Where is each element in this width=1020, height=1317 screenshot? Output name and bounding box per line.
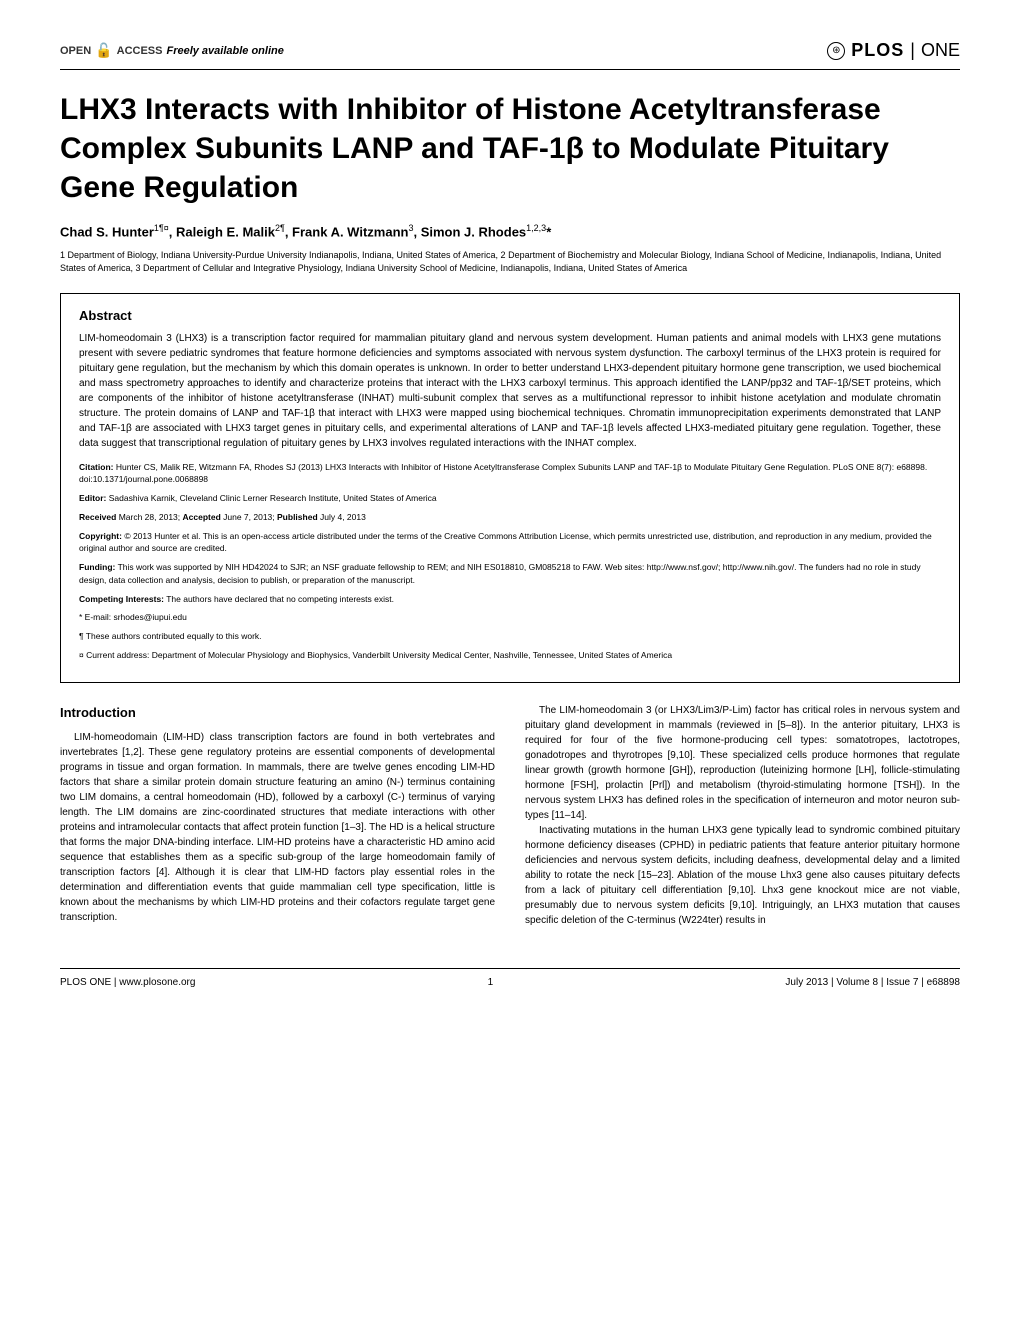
article-title: LHX3 Interacts with Inhibitor of Histone… bbox=[60, 90, 960, 207]
journal-logo: ⊛ PLOS | ONE bbox=[827, 40, 960, 61]
citation-text: Hunter CS, Malik RE, Witzmann FA, Rhodes… bbox=[79, 462, 927, 485]
received-label: Received bbox=[79, 512, 116, 522]
copyright-label: Copyright: bbox=[79, 531, 122, 541]
right-column: The LIM-homeodomain 3 (or LHX3/Lim3/P-Li… bbox=[525, 703, 960, 928]
accepted-label: Accepted bbox=[183, 512, 221, 522]
funding-text: This work was supported by NIH HD42024 t… bbox=[79, 562, 921, 585]
plos-text: PLOS bbox=[851, 40, 904, 61]
abstract-text: LIM-homeodomain 3 (LHX3) is a transcript… bbox=[79, 331, 941, 451]
abstract-box: Abstract LIM-homeodomain 3 (LHX3) is a t… bbox=[60, 293, 960, 683]
page-header: OPEN 🔓 ACCESS Freely available online ⊛ … bbox=[60, 40, 960, 70]
divider: | bbox=[910, 40, 915, 61]
editor-label: Editor: bbox=[79, 493, 106, 503]
footer-right: July 2013 | Volume 8 | Issue 7 | e68898 bbox=[785, 977, 960, 988]
abstract-heading: Abstract bbox=[79, 308, 941, 323]
footer-left: PLOS ONE | www.plosone.org bbox=[60, 977, 195, 988]
footer-page-number: 1 bbox=[488, 977, 494, 988]
left-column: Introduction LIM-homeodomain (LIM-HD) cl… bbox=[60, 703, 495, 928]
editor-text: Sadashiva Karnik, Cleveland Clinic Lerne… bbox=[106, 493, 436, 503]
accepted-text: June 7, 2013; bbox=[221, 512, 277, 522]
citation-line: Citation: Hunter CS, Malik RE, Witzmann … bbox=[79, 461, 941, 487]
equal-contrib-line: ¶ These authors contributed equally to t… bbox=[79, 630, 941, 643]
email-line: * E-mail: srhodes@iupui.edu bbox=[79, 611, 941, 624]
dates-line: Received March 28, 2013; Accepted June 7… bbox=[79, 511, 941, 524]
current-address-line: ¤ Current address: Department of Molecul… bbox=[79, 649, 941, 662]
freely-available-label: Freely available online bbox=[166, 45, 283, 57]
open-access-badge: OPEN 🔓 ACCESS Freely available online bbox=[60, 42, 284, 59]
competing-label: Competing Interests: bbox=[79, 594, 164, 604]
published-text: July 4, 2013 bbox=[318, 512, 366, 522]
competing-text: The authors have declared that no compet… bbox=[164, 594, 394, 604]
plos-circle-icon: ⊛ bbox=[827, 42, 845, 60]
one-text: ONE bbox=[921, 40, 960, 61]
published-label: Published bbox=[277, 512, 318, 522]
intro-paragraph-3: Inactivating mutations in the human LHX3… bbox=[525, 823, 960, 928]
open-label: OPEN bbox=[60, 45, 91, 57]
introduction-section: Introduction LIM-homeodomain (LIM-HD) cl… bbox=[60, 703, 960, 928]
intro-paragraph-2: The LIM-homeodomain 3 (or LHX3/Lim3/P-Li… bbox=[525, 703, 960, 823]
received-text: March 28, 2013; bbox=[116, 512, 182, 522]
funding-line: Funding: This work was supported by NIH … bbox=[79, 561, 941, 587]
lock-icon: 🔓 bbox=[95, 42, 112, 59]
affiliations: 1 Department of Biology, Indiana Univers… bbox=[60, 249, 960, 274]
introduction-heading: Introduction bbox=[60, 703, 495, 723]
editor-line: Editor: Sadashiva Karnik, Cleveland Clin… bbox=[79, 492, 941, 505]
page-footer: PLOS ONE | www.plosone.org 1 July 2013 |… bbox=[60, 968, 960, 988]
citation-label: Citation: bbox=[79, 462, 113, 472]
authors-list: Chad S. Hunter1¶¤, Raleigh E. Malik2¶, F… bbox=[60, 223, 960, 239]
funding-label: Funding: bbox=[79, 562, 115, 572]
access-label: ACCESS bbox=[117, 45, 163, 57]
copyright-text: © 2013 Hunter et al. This is an open-acc… bbox=[79, 531, 932, 554]
intro-paragraph-1: LIM-homeodomain (LIM-HD) class transcrip… bbox=[60, 730, 495, 925]
competing-line: Competing Interests: The authors have de… bbox=[79, 593, 941, 606]
copyright-line: Copyright: © 2013 Hunter et al. This is … bbox=[79, 530, 941, 556]
